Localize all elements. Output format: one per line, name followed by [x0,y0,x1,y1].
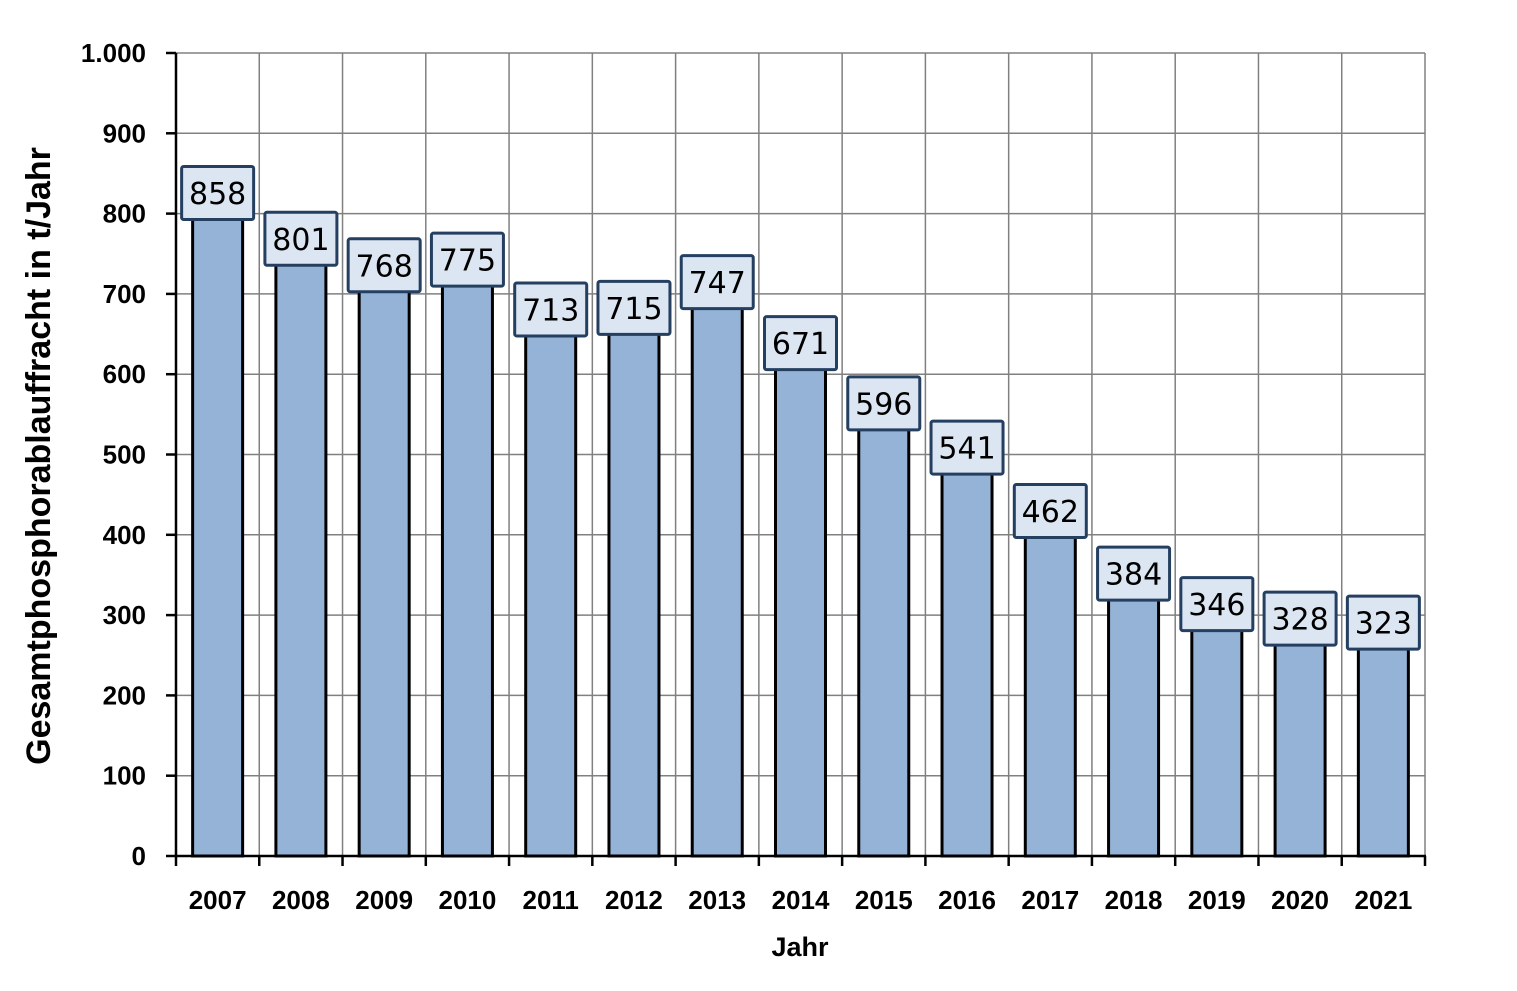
x-tick-label: 2021 [1354,885,1412,915]
data-label-box [1262,590,1338,647]
data-label-value: 713 [522,293,579,328]
data-label-value: 671 [772,327,829,362]
data-label-value: 715 [605,292,662,327]
data-label-2008: 801 [263,210,339,267]
data-label-2013: 747 [679,254,755,311]
data-label-box [763,315,838,372]
y-axis-title: Gesamtphosphorablauffracht in t/Jahr [20,147,58,765]
data-label-value: 541 [938,432,995,467]
y-tick-label: 800 [103,199,146,229]
data-label-2014: 671 [763,315,838,372]
bar-2011 [524,281,578,858]
y-tick-label: 300 [103,600,146,630]
data-label-2011: 713 [513,281,589,338]
bar-2014 [774,315,827,858]
data-label-value: 462 [1022,495,1079,530]
data-label-2015: 596 [846,375,922,432]
data-label-value: 801 [272,223,329,258]
bar-2008 [274,211,328,858]
bar-2017 [1023,483,1077,858]
data-label-box [429,231,505,288]
data-label-2012: 715 [596,279,672,336]
x-tick-label: 2018 [1105,885,1163,915]
bar-2012 [607,280,661,858]
data-label-2021: 323 [1345,594,1421,651]
y-tick-label: 100 [103,761,146,791]
data-label-value: 346 [1188,588,1245,623]
data-label-value: 328 [1271,603,1328,638]
data-label-value: 747 [689,266,746,301]
data-label-2017: 462 [1012,483,1088,540]
x-axis-title: Jahr [771,932,829,962]
y-tick-label: 200 [103,680,146,710]
x-tick-label: 2014 [772,885,830,915]
data-label-value: 323 [1355,607,1412,642]
data-label-box [346,237,422,294]
y-tick-label: 1.000 [81,38,146,68]
x-tick-label: 2019 [1188,885,1246,915]
data-label-2016: 541 [929,419,1005,476]
x-tick-label: 2020 [1271,885,1329,915]
data-label-2018: 384 [1096,545,1172,602]
data-label-box [1012,483,1088,540]
x-tick-label: 2017 [1021,885,1079,915]
x-tick-label: 2008 [272,885,330,915]
axes: 0 100 200 300 400 500 600 700 800 900 1.000 2007 200… [81,38,1427,915]
x-tick-label: 2010 [439,885,497,915]
data-label-box [263,210,339,267]
x-tick-label: 2007 [189,885,247,915]
data-label-box [929,419,1005,476]
data-label-box [180,165,256,222]
bar-2016 [940,420,994,858]
data-label-value: 775 [439,244,496,279]
y-tick-label: 600 [103,359,146,389]
data-label-2020: 328 [1262,590,1338,647]
data-label-box [679,254,755,311]
data-label-2009: 768 [346,237,422,294]
bar-2015 [857,375,911,858]
data-label-value: 768 [356,249,413,284]
x-tick-label: 2015 [855,885,913,915]
x-tick-label: 2011 [522,885,578,915]
data-labels: 858 801 768 775 713 715 747 671 596 541 462 384 346 3… [180,165,1421,651]
data-label-value: 384 [1105,558,1162,593]
data-label-value: 858 [189,177,246,212]
data-label-2010: 775 [429,231,505,288]
data-label-box [1096,545,1172,602]
y-tick-label: 700 [103,279,146,309]
data-label-box [513,281,589,338]
y-tick-label: 0 [132,841,146,871]
data-label-box [846,375,922,432]
data-label-box [596,279,672,336]
data-label-2007: 858 [180,165,256,222]
data-label-box [1345,594,1421,651]
data-label-2019: 346 [1179,576,1255,633]
bar-2010 [440,232,494,858]
x-tick-label: 2012 [605,885,663,915]
bar-2013 [690,254,744,858]
y-tick-label: 400 [103,520,146,550]
y-tick-label: 500 [103,440,146,470]
x-tick-label: 2009 [355,885,413,915]
x-tick-label: 2016 [938,885,996,915]
bar-2009 [357,237,411,858]
data-label-value: 596 [855,387,912,422]
x-tick-label: 2013 [688,885,746,915]
bar-2007 [191,165,245,858]
data-label-box [1179,576,1255,633]
y-tick-label: 900 [103,118,146,148]
